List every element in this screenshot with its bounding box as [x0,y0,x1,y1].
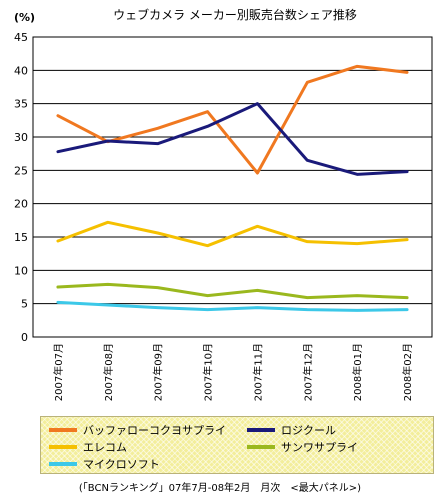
series-lines [56,64,409,312]
legend-swatch-buffalo [49,428,77,432]
source-note: (「BCNランキング」07年7月-08年2月 月次 <最大パネル>) [78,483,362,494]
legend: バッファローコクヨサプライ ロジクール エレコム サンワサプライ マイクロソフト [40,416,434,474]
x-tick-label: 2007年12月 [301,343,314,401]
plot-area [32,36,433,338]
y-tick-label: 15 [14,231,28,244]
legend-label-buffalo: バッファローコクヨサプライ [83,424,226,437]
y-tick-label: 30 [14,131,28,144]
x-tick-labels: 2007年07月 2007年08月 2007年09月 2007年10月 2007年11月… [52,343,414,401]
x-tick-label: 2008年01月 [351,343,364,401]
legend-item-elecom: エレコム [49,439,127,455]
y-tick-labels: 0 5 10 15 20 25 30 35 40 45 [14,31,28,344]
series-line-3 [56,282,409,300]
y-tick-label: 40 [14,64,28,77]
x-tick-label: 2007年07月 [52,343,65,401]
legend-label-logicool: ロジクール [281,424,336,437]
legend-swatch-sanwa [247,445,275,449]
grid-lines [33,69,432,305]
legend-swatch-elecom [49,445,77,449]
legend-item-buffalo: バッファローコクヨサプライ [49,422,226,438]
y-tick-label: 35 [14,98,28,111]
legend-item-sanwa: サンワサプライ [247,439,358,455]
series-line-2 [56,220,409,248]
series-line-1 [56,102,409,176]
x-tick-label: 2007年09月 [152,343,165,401]
x-tick-label: 2007年11月 [251,343,264,401]
series-line-4 [56,300,409,312]
y-tick-label: 0 [21,331,28,344]
x-tick-label: 2007年08月 [102,343,115,401]
legend-swatch-logicool [247,428,275,432]
y-tick-label: 10 [14,264,28,277]
y-tick-label: 20 [14,198,28,211]
series-line-0 [56,64,409,175]
chart-title: ウェブカメラ メーカー別販売台数シェア推移 [113,7,357,22]
legend-label-elecom: エレコム [83,441,127,454]
y-axis-label: (%) [14,11,35,24]
y-tick-label: 25 [14,164,28,177]
line-chart: ウェブカメラ メーカー別販売台数シェア推移 (%) 0 5 10 15 20 25 30 35… [14,7,433,401]
x-tick-label: 2007年10月 [202,343,215,401]
legend-item-microsoft: マイクロソフト [49,456,160,472]
legend-swatch-microsoft [49,462,77,466]
legend-item-logicool: ロジクール [247,422,336,438]
y-tick-label: 45 [14,31,28,44]
y-tick-label: 5 [21,298,28,311]
legend-label-sanwa: サンワサプライ [281,441,358,454]
x-tick-label: 2008年02月 [401,343,414,401]
legend-label-microsoft: マイクロソフト [83,458,160,471]
